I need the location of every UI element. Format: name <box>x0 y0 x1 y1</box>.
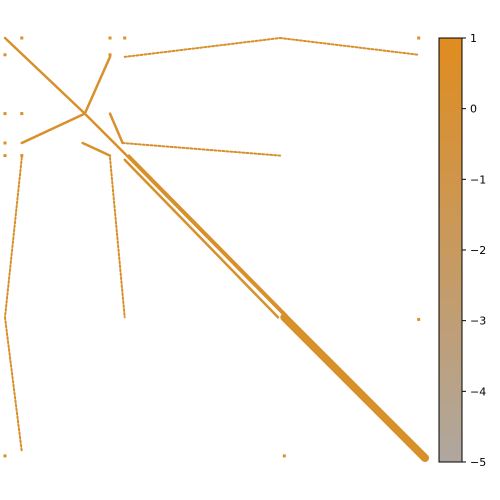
matrix-nonzero-entry <box>108 36 112 40</box>
colorbar-gradient <box>438 37 463 463</box>
matrix-nonzero-band <box>109 156 126 319</box>
matrix-nonzero-entry <box>3 454 7 458</box>
matrix-nonzero-band <box>280 313 429 462</box>
matrix-nonzero-entry <box>108 53 112 57</box>
matrix-nonzero-band <box>4 316 23 453</box>
matrix-nonzero-entry <box>20 112 24 116</box>
matrix-nonzero-entry <box>123 36 127 40</box>
matrix-nonzero-band <box>121 142 282 157</box>
matrix-nonzero-entry <box>423 456 427 460</box>
matrix-nonzero-band <box>4 156 23 319</box>
matrix-nonzero-entry <box>3 53 7 57</box>
matrix-nonzero-entry <box>282 454 286 458</box>
matrix-nonzero-entry <box>3 112 7 116</box>
matrix-nonzero-entry <box>20 154 24 158</box>
matrix-nonzero-entry <box>20 36 24 40</box>
colorbar-tick-label: −3 <box>470 315 486 328</box>
colorbar-tick-label: 1 <box>470 32 477 45</box>
colorbar-tick-label: −4 <box>470 385 486 398</box>
matrix-nonzero-band <box>123 37 282 58</box>
colorbar-tick-label: −1 <box>470 173 486 186</box>
plot-area <box>3 36 429 462</box>
matrix-nonzero-band <box>108 112 124 145</box>
matrix-nonzero-band <box>20 112 87 145</box>
matrix-nonzero-entry <box>417 36 421 40</box>
matrix-nonzero-band <box>83 112 126 155</box>
matrix-nonzero-band <box>83 55 112 115</box>
colorbar-tick-label: −2 <box>470 244 486 257</box>
matrix-nonzero-band <box>127 154 288 317</box>
matrix-nonzero-entry <box>417 317 421 321</box>
matrix-nonzero-entry <box>3 141 7 145</box>
colorbar-tick-label: −5 <box>470 456 486 469</box>
matrix-nonzero-band <box>3 36 87 115</box>
matrix-nonzero-band <box>81 141 112 157</box>
colorbar-tick-label: 0 <box>470 103 477 116</box>
matrix-nonzero-band <box>123 158 280 319</box>
matrix-nonzero-band <box>123 152 284 315</box>
matrix-nonzero-band <box>279 37 420 56</box>
matrix-nonzero-entry <box>3 154 7 158</box>
colorbar-ticks: 1 0 −1 −2 −3 −4 −5 <box>462 32 486 469</box>
colorbar: 1 0 −1 −2 −3 −4 −5 <box>438 32 486 469</box>
